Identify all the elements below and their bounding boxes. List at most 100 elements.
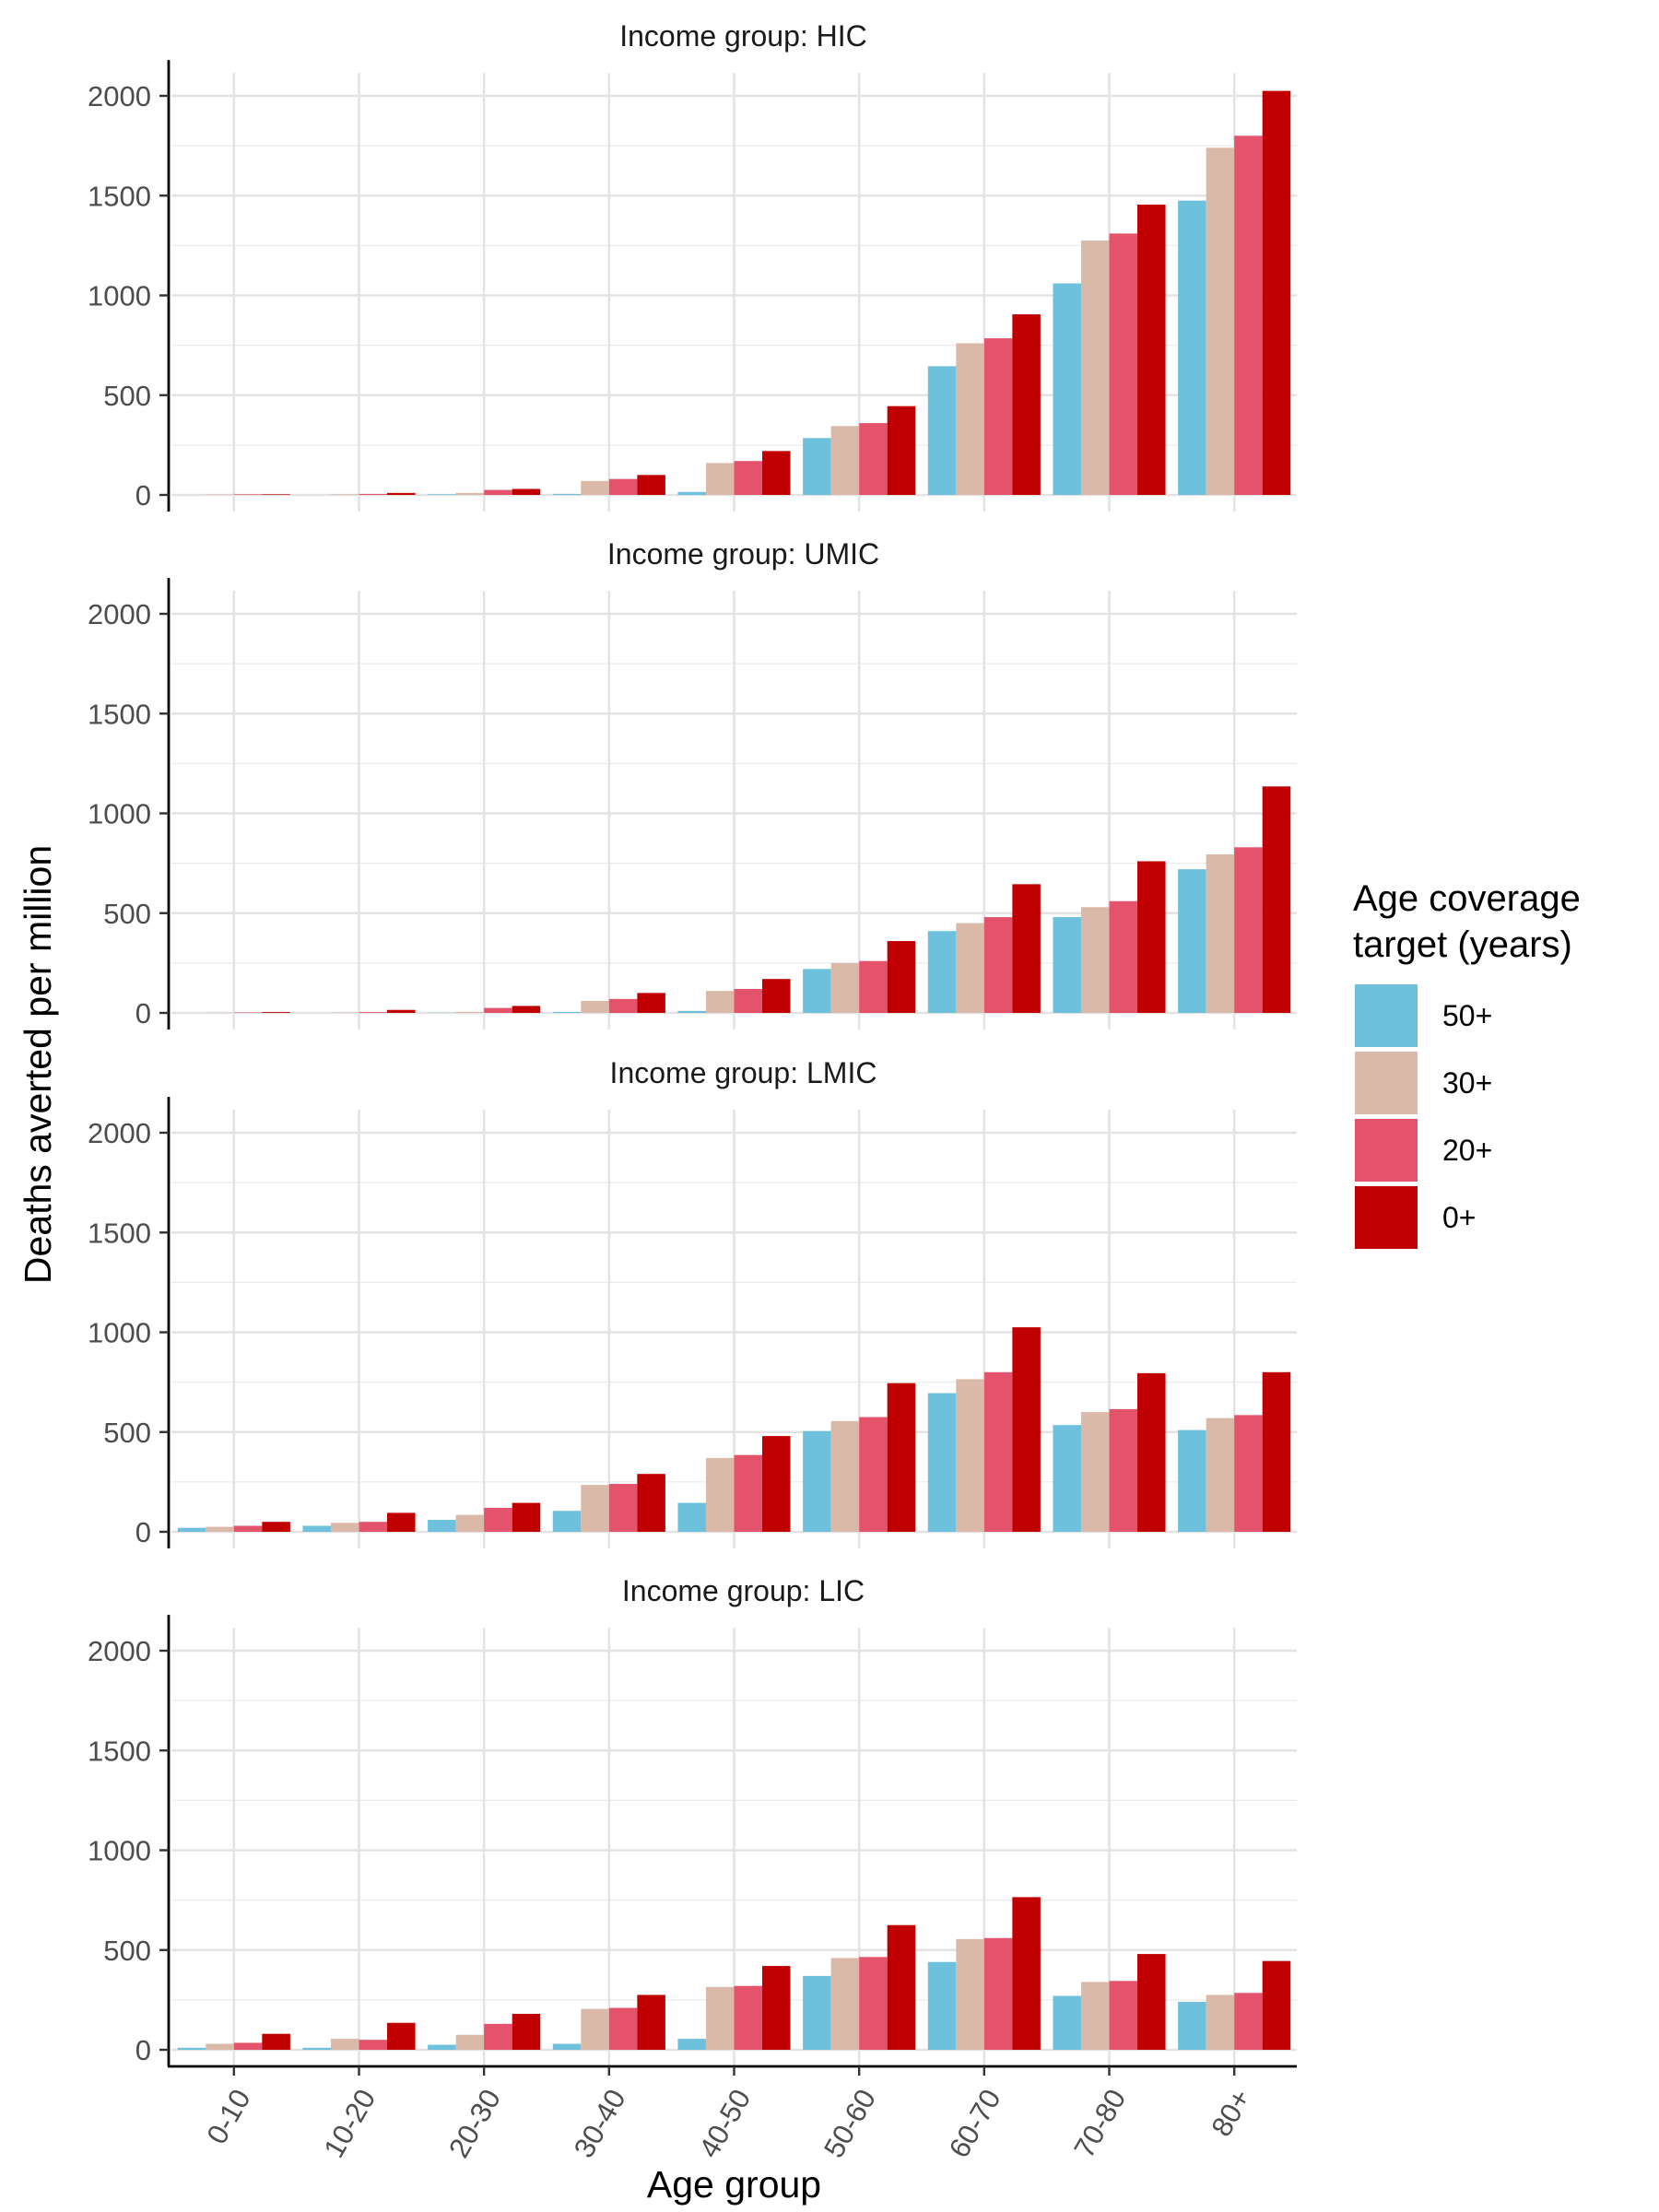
legend-title-line: Age coverage bbox=[1353, 878, 1581, 919]
bar-30+-20-30 bbox=[455, 2034, 485, 2050]
bar-20+-70-80 bbox=[1109, 900, 1138, 1013]
bar-50+-40-50 bbox=[677, 1010, 706, 1013]
bar-50+-20-30 bbox=[428, 2044, 456, 2050]
legend-label: 0+ bbox=[1442, 1201, 1476, 1234]
bar-30+-30-40 bbox=[581, 2008, 609, 2050]
y-tick-label: 1500 bbox=[88, 1735, 151, 1767]
bar-20+-50-60 bbox=[859, 960, 888, 1013]
bar-0+-60-70 bbox=[1012, 884, 1041, 1013]
bar-0+-10-20 bbox=[387, 1009, 416, 1013]
bar-20+-60-70 bbox=[983, 338, 1013, 495]
y-tick-label: 500 bbox=[103, 1935, 151, 1967]
y-axis-title: Deaths averted per million bbox=[17, 845, 59, 1284]
bar-50+-80+ bbox=[1178, 1430, 1206, 1532]
x-tick-label: 60-70 bbox=[943, 2084, 1007, 2163]
y-tick-label: 1500 bbox=[88, 180, 151, 212]
bar-30+-30-40 bbox=[581, 1485, 609, 1532]
bar-0+-60-70 bbox=[1012, 314, 1041, 495]
bar-20+-10-20 bbox=[359, 493, 388, 495]
bar-30+-20-30 bbox=[455, 1011, 485, 1013]
bar-30+-20-30 bbox=[455, 492, 485, 495]
bar-50+-30-40 bbox=[552, 1511, 582, 1532]
bar-20+-50-60 bbox=[859, 1417, 888, 1532]
y-tick-label: 1000 bbox=[88, 1317, 151, 1349]
legend-title-line: target (years) bbox=[1353, 924, 1572, 965]
bar-30+-20-30 bbox=[455, 1514, 485, 1532]
bar-0+-0-10 bbox=[262, 1522, 290, 1532]
bar-20+-30-40 bbox=[608, 998, 638, 1013]
bar-20+-20-30 bbox=[484, 2023, 512, 2050]
bar-50+-0-10 bbox=[177, 1527, 206, 1532]
bar-30+-10-20 bbox=[330, 1523, 359, 1532]
bar-0+-10-20 bbox=[387, 492, 416, 495]
bar-50+-40-50 bbox=[677, 2039, 706, 2050]
y-tick-label: 2000 bbox=[88, 598, 151, 630]
legend-swatch-50+ bbox=[1355, 984, 1418, 1047]
bar-30+-40-50 bbox=[705, 463, 735, 495]
bar-20+-40-50 bbox=[734, 1985, 763, 2050]
bar-30+-10-20 bbox=[330, 2039, 359, 2050]
bar-0+-10-20 bbox=[387, 1512, 416, 1532]
bar-20+-40-50 bbox=[734, 461, 763, 495]
bar-30+-80+ bbox=[1206, 147, 1235, 496]
bar-0+-30-40 bbox=[637, 1474, 665, 1532]
x-axis-title: Age group bbox=[647, 2163, 821, 2206]
bar-50+-70-80 bbox=[1053, 917, 1081, 1013]
bar-50+-50-60 bbox=[803, 1975, 831, 2050]
legend-swatch-30+ bbox=[1355, 1052, 1418, 1114]
bar-20+-80+ bbox=[1234, 135, 1263, 496]
facet-title: Income group: LIC bbox=[622, 1574, 865, 1607]
bar-20+-50-60 bbox=[859, 1957, 888, 2050]
bar-30+-80+ bbox=[1206, 1994, 1235, 2050]
bar-50+-70-80 bbox=[1053, 1995, 1081, 2050]
bar-0+-20-30 bbox=[512, 1006, 541, 1013]
bar-30+-60-70 bbox=[956, 1379, 984, 1532]
bar-30+-0-10 bbox=[206, 1526, 234, 1532]
bar-30+-70-80 bbox=[1080, 1982, 1110, 2050]
bar-20+-70-80 bbox=[1109, 233, 1138, 495]
y-tick-label: 0 bbox=[135, 2034, 151, 2066]
bar-20+-10-20 bbox=[359, 2040, 388, 2050]
bar-50+-50-60 bbox=[803, 969, 831, 1013]
bar-0+-60-70 bbox=[1012, 1897, 1041, 2050]
bar-20+-70-80 bbox=[1109, 1981, 1138, 2050]
x-tick-label: 70-80 bbox=[1067, 2084, 1132, 2163]
bar-0+-80+ bbox=[1262, 1960, 1291, 2050]
bar-0+-30-40 bbox=[637, 475, 665, 495]
bar-20+-20-30 bbox=[484, 1007, 512, 1013]
bar-0+-50-60 bbox=[887, 1382, 916, 1532]
y-tick-label: 1000 bbox=[88, 280, 151, 312]
bar-50+-10-20 bbox=[302, 2047, 331, 2050]
bar-20+-50-60 bbox=[859, 423, 888, 495]
bar-30+-80+ bbox=[1206, 1418, 1235, 1532]
bar-30+-50-60 bbox=[830, 962, 860, 1013]
bar-30+-50-60 bbox=[830, 1420, 860, 1532]
bar-30+-80+ bbox=[1206, 853, 1235, 1013]
y-tick-label: 0 bbox=[135, 997, 151, 1030]
bar-50+-80+ bbox=[1178, 200, 1206, 495]
bar-0+-40-50 bbox=[762, 1966, 791, 2050]
bar-20+-30-40 bbox=[608, 478, 638, 495]
bar-50+-20-30 bbox=[428, 494, 456, 495]
bar-0+-30-40 bbox=[637, 993, 665, 1013]
bar-0+-20-30 bbox=[512, 488, 541, 495]
y-tick-label: 1000 bbox=[88, 798, 151, 830]
bar-0+-20-30 bbox=[512, 2014, 541, 2050]
bar-20+-70-80 bbox=[1109, 1408, 1138, 1532]
bar-50+-60-70 bbox=[927, 1393, 957, 1532]
bar-20+-40-50 bbox=[734, 989, 763, 1013]
bar-0+-80+ bbox=[1262, 90, 1291, 496]
facet-title: Income group: UMIC bbox=[607, 537, 879, 571]
bar-50+-30-40 bbox=[552, 2043, 582, 2050]
bar-50+-40-50 bbox=[677, 491, 706, 495]
bar-30+-70-80 bbox=[1080, 907, 1110, 1013]
bar-20+-60-70 bbox=[983, 917, 1013, 1013]
y-tick-label: 500 bbox=[103, 898, 151, 930]
bar-0+-0-10 bbox=[262, 2033, 290, 2050]
y-tick-label: 1500 bbox=[88, 698, 151, 730]
bar-0+-10-20 bbox=[387, 2022, 416, 2050]
bar-50+-30-40 bbox=[552, 493, 582, 495]
bar-20+-60-70 bbox=[983, 1937, 1013, 2050]
bar-50+-50-60 bbox=[803, 438, 831, 495]
